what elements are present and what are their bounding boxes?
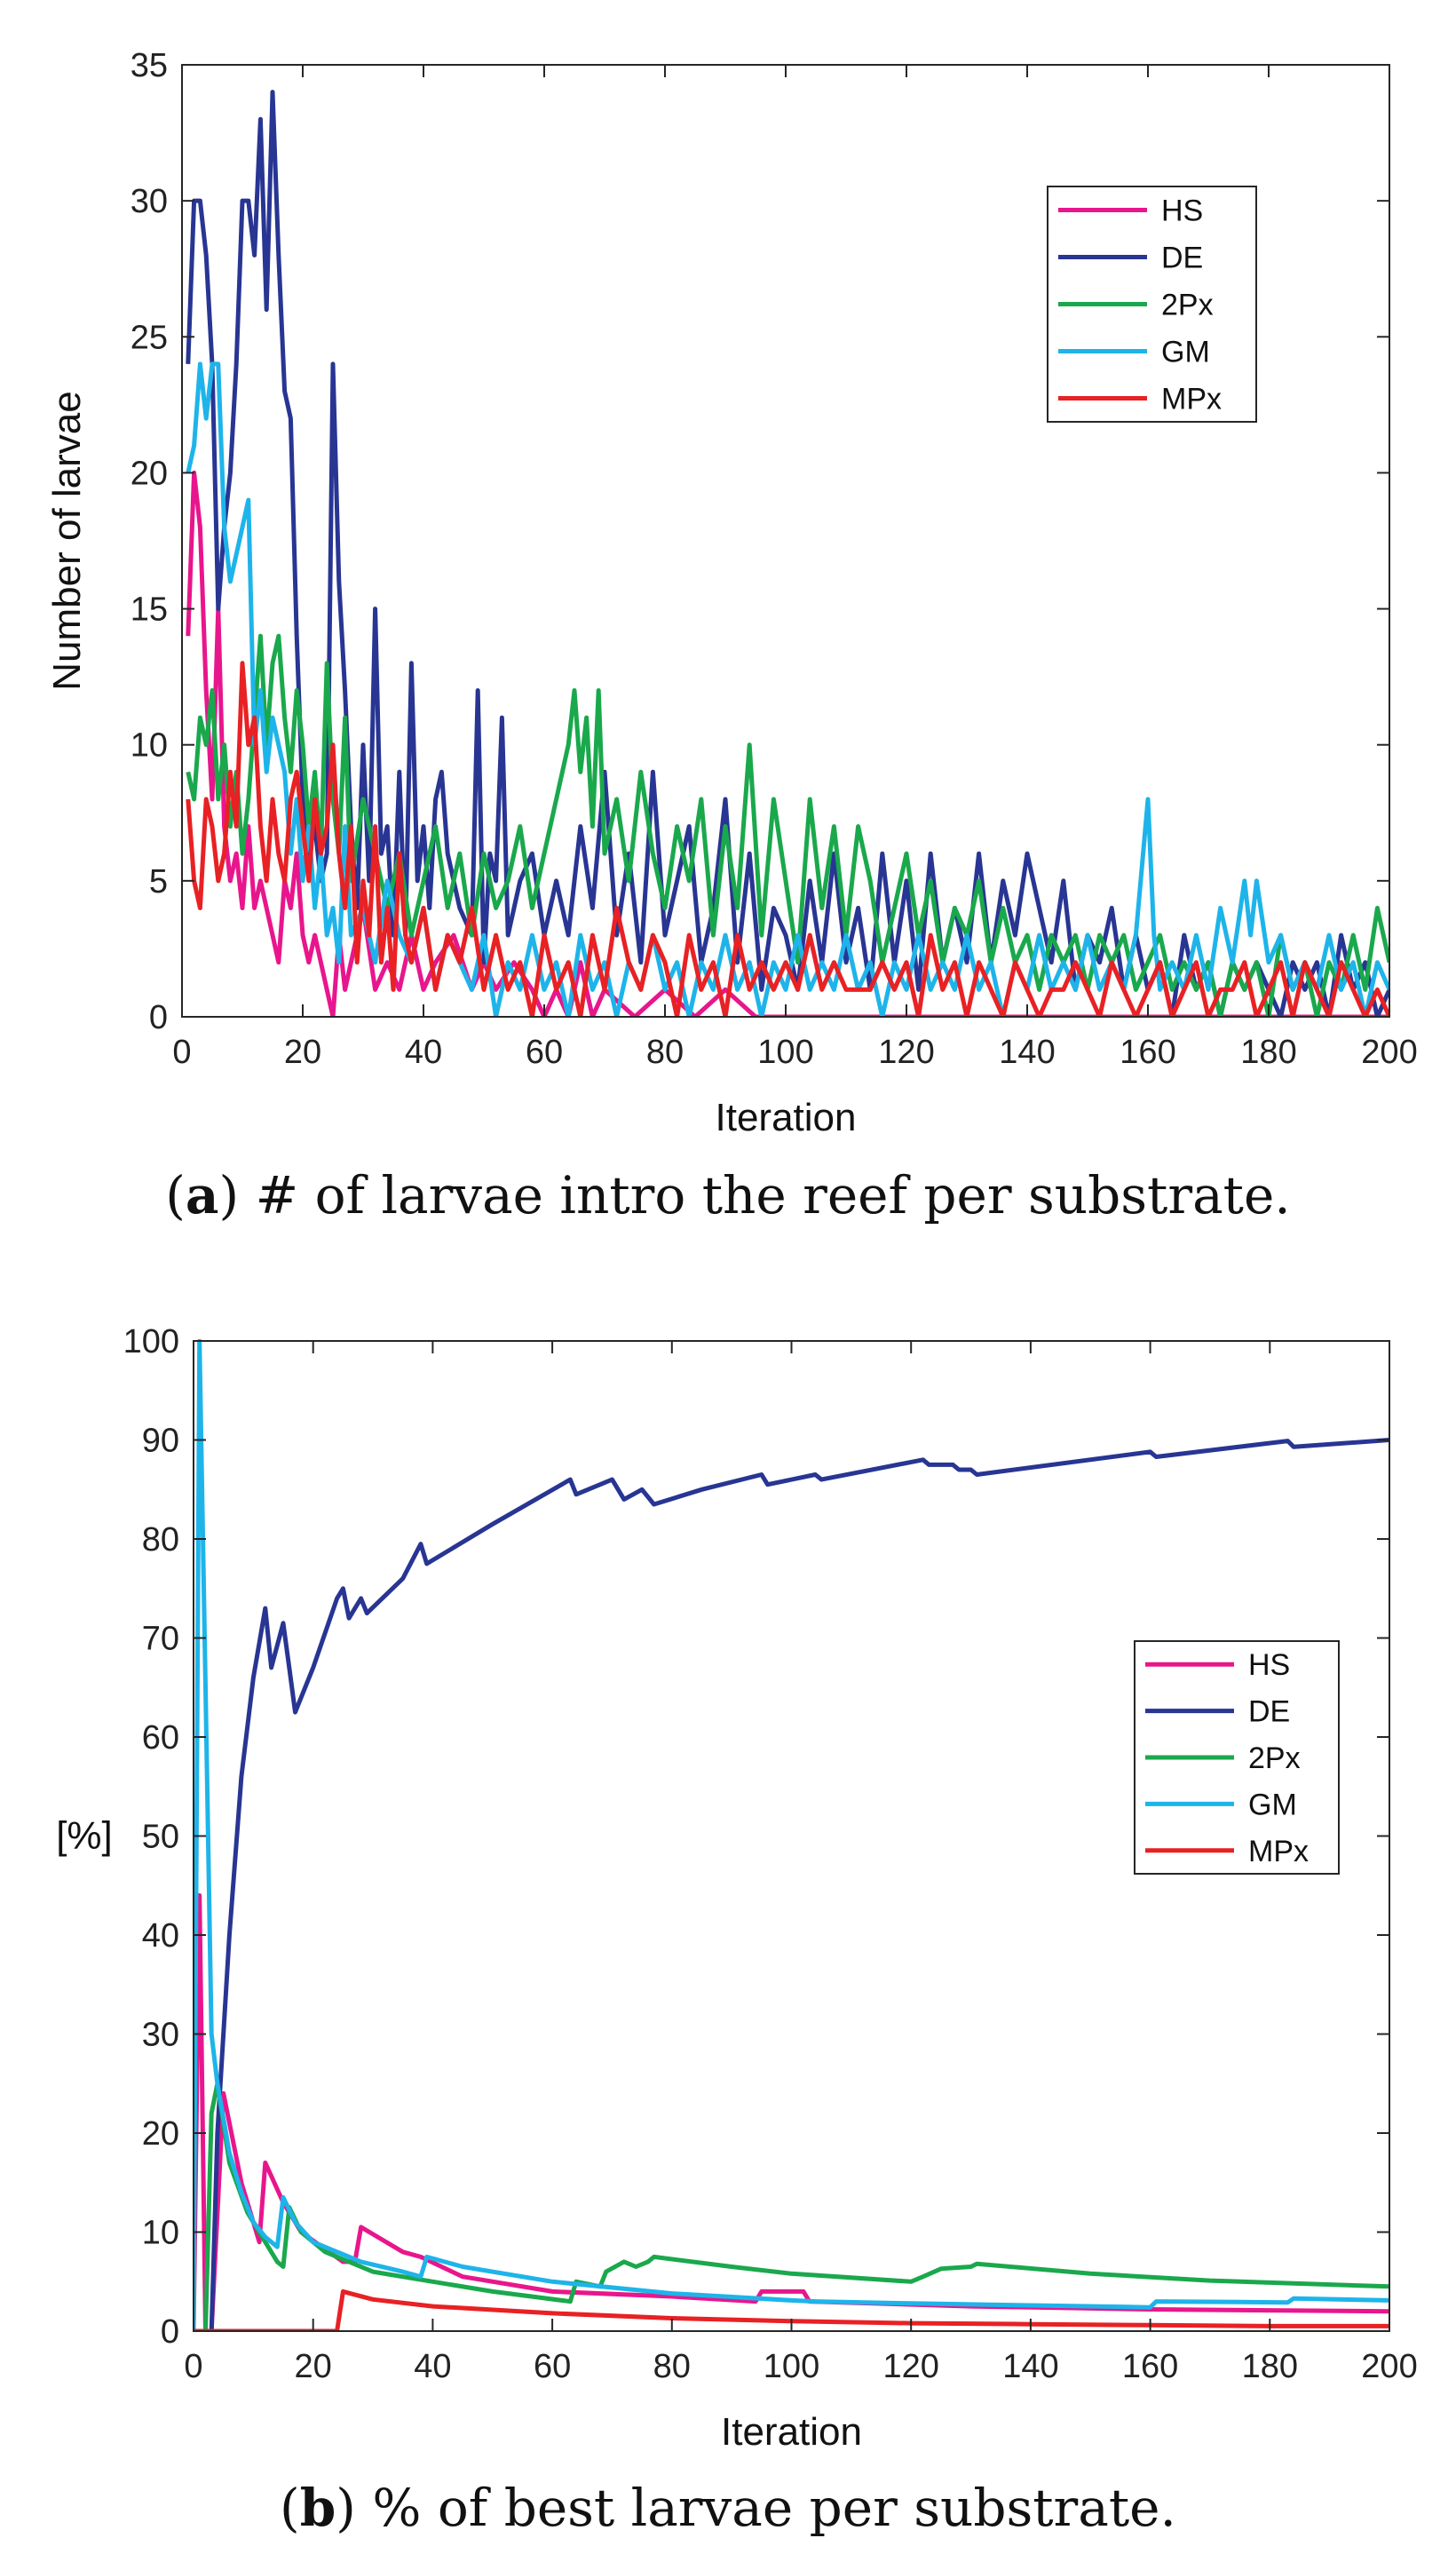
x-tick-label: 60: [526, 1034, 563, 1071]
legend-label-gm: GM: [1161, 336, 1210, 369]
y-tick-label: 60: [142, 1719, 179, 1757]
x-tick-label: 120: [882, 2348, 938, 2385]
chart-b: 0 20 40 60 80 100 120 140 160 180 200 0 10 20 30 40 50 60…: [56, 1323, 1417, 2454]
x-tick-label: 80: [653, 2348, 691, 2385]
legend-label-de: DE: [1248, 1695, 1290, 1729]
x-axis-label: Iteration: [716, 1096, 857, 1139]
series-line-gm: [194, 1339, 1389, 2331]
legend: HS DE 2Px GM MPx: [1134, 1640, 1340, 1875]
legend-label-mpx: MPx: [1161, 383, 1222, 416]
x-tick-label: 60: [534, 2348, 571, 2385]
series-line-de: [194, 1438, 1389, 2331]
x-axis-label: Iteration: [721, 2410, 862, 2454]
x-tick-label: 0: [184, 2348, 202, 2385]
y-tick-label: 0: [149, 999, 168, 1036]
y-tick-label: 25: [131, 319, 168, 356]
x-tick-label: 20: [284, 1034, 321, 1071]
x-tick-label: 140: [999, 1034, 1055, 1071]
x-tick-label: 40: [414, 2348, 451, 2385]
y-tick-label: 0: [161, 2313, 179, 2351]
legend-label-hs: HS: [1161, 194, 1203, 228]
x-tick-label: 140: [1002, 2348, 1058, 2385]
legend-label-2px: 2Px: [1248, 1741, 1301, 1775]
x-tick-label: 160: [1120, 1034, 1175, 1071]
x-tick-label: 40: [405, 1034, 442, 1071]
x-tick-label: 160: [1122, 2348, 1178, 2385]
caption-b-letter: b: [299, 2478, 336, 2538]
y-axis-label: [%]: [56, 1814, 113, 1858]
x-tick-label: 80: [646, 1034, 684, 1071]
caption-a-letter: a: [185, 1165, 219, 1225]
y-tick-label: 30: [131, 183, 168, 220]
y-tick-label: 35: [131, 47, 168, 84]
legend-label-mpx: MPx: [1248, 1835, 1309, 1868]
y-tick-label: 15: [131, 591, 168, 629]
x-tick-label: 180: [1240, 1034, 1296, 1071]
x-tick-label: 100: [757, 1034, 813, 1071]
legend-label-gm: GM: [1248, 1788, 1297, 1821]
caption-b-text: % of best larvae per substrate.: [372, 2478, 1176, 2538]
series-line-hs: [194, 1892, 1389, 2331]
y-tick-label: 30: [142, 2017, 179, 2054]
series-group: [186, 90, 1389, 1017]
y-tick-label: 100: [123, 1323, 179, 1360]
y-tick-label: 50: [142, 1819, 179, 1856]
y-tick-label: 20: [142, 2115, 179, 2153]
legend-label-hs: HS: [1248, 1648, 1290, 1682]
y-axis-label: Number of larvae: [45, 391, 89, 690]
x-tick-label: 180: [1242, 2348, 1298, 2385]
x-tick-label: 20: [295, 2348, 332, 2385]
y-tick-label: 5: [149, 863, 168, 900]
x-tick-label: 200: [1361, 2348, 1417, 2385]
y-tick-label: 80: [142, 1521, 179, 1559]
y-tick-label: 40: [142, 1917, 179, 1955]
series-line-gm: [186, 361, 1389, 1017]
y-tick-label: 70: [142, 1621, 179, 1658]
caption-a-text: # of larvae intro the reef per substrate…: [255, 1165, 1291, 1225]
chart-a: 0 20 40 60 80 100 120 140 160 180 200 0 5 10 15 20 25 30 3…: [45, 47, 1418, 1139]
x-tick-label: 120: [878, 1034, 934, 1071]
x-tick-label: 200: [1361, 1034, 1417, 1071]
series-line-hs: [186, 470, 1389, 1017]
x-tick-label: 100: [764, 2348, 819, 2385]
y-tick-label: 10: [142, 2215, 179, 2252]
y-tick-label: 90: [142, 1423, 179, 1460]
legend-label-de: DE: [1161, 242, 1203, 275]
y-tick-label: 10: [131, 727, 168, 765]
caption-a: (a) # of larvae intro the reef per subst…: [165, 1165, 1291, 1225]
x-tick-label: 0: [172, 1034, 191, 1071]
caption-b: (b) % of best larvae per substrate.: [280, 2478, 1176, 2538]
legend-label-2px: 2Px: [1161, 289, 1214, 322]
y-tick-label: 20: [131, 455, 168, 492]
series-line-mpx: [186, 661, 1389, 1017]
legend: HS DE 2Px GM MPx: [1047, 186, 1257, 423]
